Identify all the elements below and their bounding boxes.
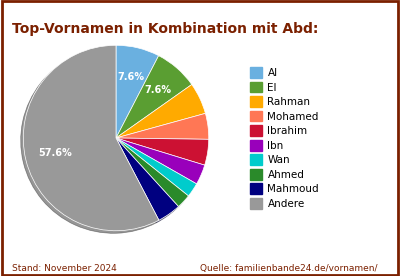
Text: Quelle: familienbande24.de/vornamen/: Quelle: familienbande24.de/vornamen/ bbox=[200, 264, 378, 273]
Wedge shape bbox=[116, 56, 192, 138]
Wedge shape bbox=[116, 138, 205, 184]
Text: Top-Vornamen in Kombination mit Abd:: Top-Vornamen in Kombination mit Abd: bbox=[12, 22, 318, 36]
Wedge shape bbox=[116, 138, 178, 220]
Wedge shape bbox=[23, 45, 159, 231]
Wedge shape bbox=[116, 138, 197, 196]
Text: 7.6%: 7.6% bbox=[144, 86, 171, 95]
Wedge shape bbox=[116, 45, 159, 138]
Text: Stand: November 2024: Stand: November 2024 bbox=[12, 264, 117, 273]
Text: 57.6%: 57.6% bbox=[38, 148, 72, 158]
Wedge shape bbox=[116, 138, 209, 165]
Wedge shape bbox=[116, 113, 209, 139]
Legend: Al, El, Rahman, Mohamed, Ibrahim, Ibn, Wan, Ahmed, Mahmoud, Andere: Al, El, Rahman, Mohamed, Ibrahim, Ibn, W… bbox=[249, 66, 320, 210]
Wedge shape bbox=[116, 84, 206, 138]
Wedge shape bbox=[116, 138, 188, 206]
Text: 7.6%: 7.6% bbox=[118, 72, 144, 82]
